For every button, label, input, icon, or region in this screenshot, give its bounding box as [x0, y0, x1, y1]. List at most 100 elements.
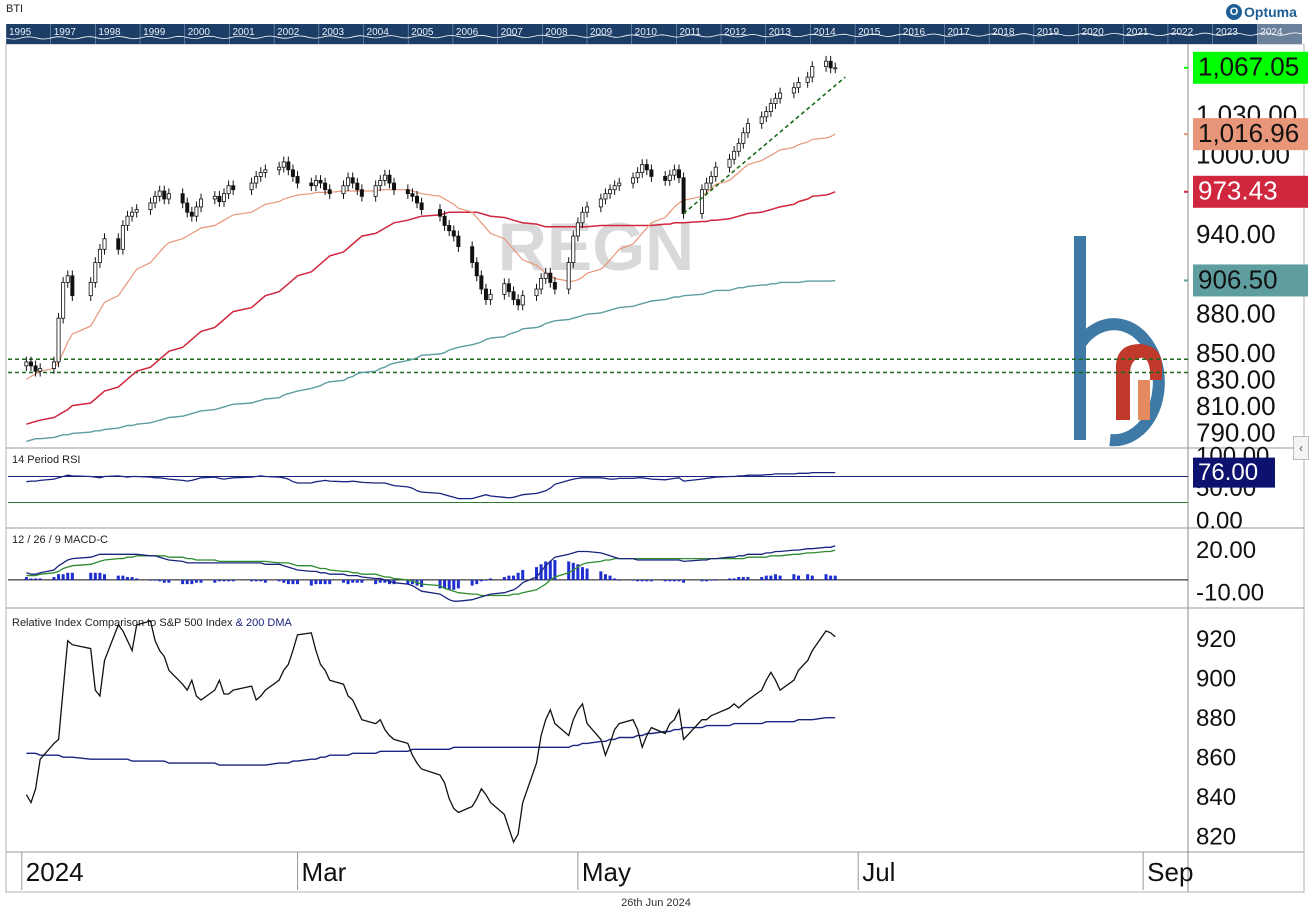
candle-body [290, 169, 295, 177]
candle-body [93, 262, 98, 283]
candle-body [28, 361, 33, 367]
macd-histogram-bar [121, 575, 125, 580]
candle-body [355, 182, 360, 191]
candle-body [663, 176, 668, 181]
candle-body [185, 202, 190, 213]
macd-histogram-bar [452, 579, 456, 590]
candle-body [796, 82, 801, 89]
relative-index-axis-tick-label: 860 [1196, 745, 1236, 772]
candle-body [226, 185, 231, 195]
macd-histogram-bar [93, 572, 97, 580]
candle-body [212, 195, 217, 200]
macd-histogram-bar [571, 562, 575, 580]
macd-histogram-bar [57, 574, 61, 580]
macd-histogram-bar [682, 579, 686, 583]
candle-body [419, 202, 424, 210]
macd-histogram-bar [544, 561, 548, 580]
overview-timeline-bar[interactable]: 1995 1997 1998 1999 2000 2001 2002 2003 2004 2005… [6, 24, 1302, 44]
candle-body [97, 248, 102, 263]
candle-body [327, 189, 332, 195]
candle-body [189, 211, 194, 217]
candle-body [350, 177, 355, 184]
candle-body [649, 169, 654, 177]
macd-histogram-bar [217, 579, 221, 582]
macd-histogram-bar [603, 574, 607, 580]
candle-body [373, 185, 378, 197]
macd-histogram-bar [355, 579, 359, 583]
macd-histogram-bar [769, 575, 773, 580]
optuma-logo: O Optuma [1226, 2, 1297, 22]
macd-histogram-bar [341, 579, 345, 583]
overview-year-label: 2001 [232, 27, 255, 38]
candle-body [672, 169, 677, 176]
overview-year-label: 2006 [456, 27, 479, 38]
relative-index-axis-tick-label: 920 [1196, 626, 1236, 653]
candle-body [378, 180, 383, 187]
candle-body [713, 166, 718, 177]
macd-histogram-bar [773, 574, 777, 580]
macd-histogram-bar [507, 575, 511, 580]
overview-year-label: 2016 [903, 27, 926, 38]
price-axis-tick-label: 940.00 [1196, 219, 1276, 249]
brand-name: Optuma [1244, 4, 1297, 20]
macd-histogram-bar [282, 579, 286, 583]
overview-year-label: 2024 [1260, 27, 1283, 38]
candle-body [759, 116, 764, 124]
collapse-panel-chevron-icon[interactable]: ‹ [1293, 436, 1309, 460]
candle-body [263, 169, 268, 173]
candle-body [148, 202, 153, 210]
candle-body [810, 66, 815, 78]
chart-date: 26th Jun 2024 [621, 897, 691, 909]
optuma-logo-icon: O [1226, 4, 1242, 20]
rsi-axis-tick-label: 0.00 [1196, 507, 1243, 534]
candle-body [70, 275, 75, 297]
rsi-value-tag: 76.00 [1198, 459, 1258, 486]
last-price-tag: 1,067.05 [1198, 52, 1299, 82]
candle-body [359, 189, 364, 197]
macd-histogram-bar [741, 577, 745, 580]
macd-axis-tick-label: 20.00 [1196, 537, 1256, 564]
overview-year-label: 1995 [9, 27, 32, 38]
macd-histogram-bar [728, 578, 732, 580]
relative-index-axis-tick-label: 900 [1196, 666, 1236, 693]
macd-histogram-bar [194, 579, 198, 583]
candle-body [635, 172, 640, 179]
macd-histogram-bar [185, 579, 189, 585]
macd-histogram-bar [714, 579, 718, 581]
macd-histogram-bar [98, 572, 102, 580]
candle-body [313, 180, 318, 187]
macd-histogram-bar [351, 579, 355, 583]
macd-histogram-bar [535, 567, 539, 580]
candle-body [456, 235, 461, 248]
macd-histogram-bar [213, 579, 217, 583]
long-ma-value-tag-background [1193, 264, 1308, 297]
time-axis-label: 2024 [26, 857, 84, 887]
candle-body [153, 195, 158, 204]
candle-body [566, 262, 571, 290]
main-chart-area[interactable]: REGN1,030.001000.00940.00880.00850.00830… [0, 44, 1312, 894]
overview-year-label: 2022 [1171, 27, 1194, 38]
price-axis-tick-label: 790.00 [1196, 418, 1276, 448]
candle-body [506, 283, 511, 293]
macd-histogram-bar [567, 561, 571, 580]
chart-frame [5, 44, 1305, 893]
macd-histogram-bar [806, 574, 810, 580]
macd-histogram-bar [250, 579, 254, 582]
candle-body [791, 87, 796, 94]
macd-histogram-bar [585, 568, 589, 580]
candle-body [585, 206, 590, 213]
long-moving-average-line [26, 279, 836, 443]
overview-selected-range [1257, 24, 1302, 44]
candle-body [631, 177, 636, 184]
candle-body [38, 368, 43, 372]
candle-body [217, 195, 222, 203]
candle-body [120, 225, 125, 250]
candle-body [134, 209, 139, 213]
macd-histogram-bar [824, 574, 828, 580]
macd-panel-title: 12 / 26 / 9 MACD-C [12, 534, 108, 546]
candle-body [727, 158, 732, 168]
macd-histogram-bar [608, 575, 612, 580]
relative-index-axis-tick-label: 880 [1196, 705, 1236, 732]
macd-histogram-bar [760, 577, 764, 580]
candle-body [24, 361, 29, 367]
